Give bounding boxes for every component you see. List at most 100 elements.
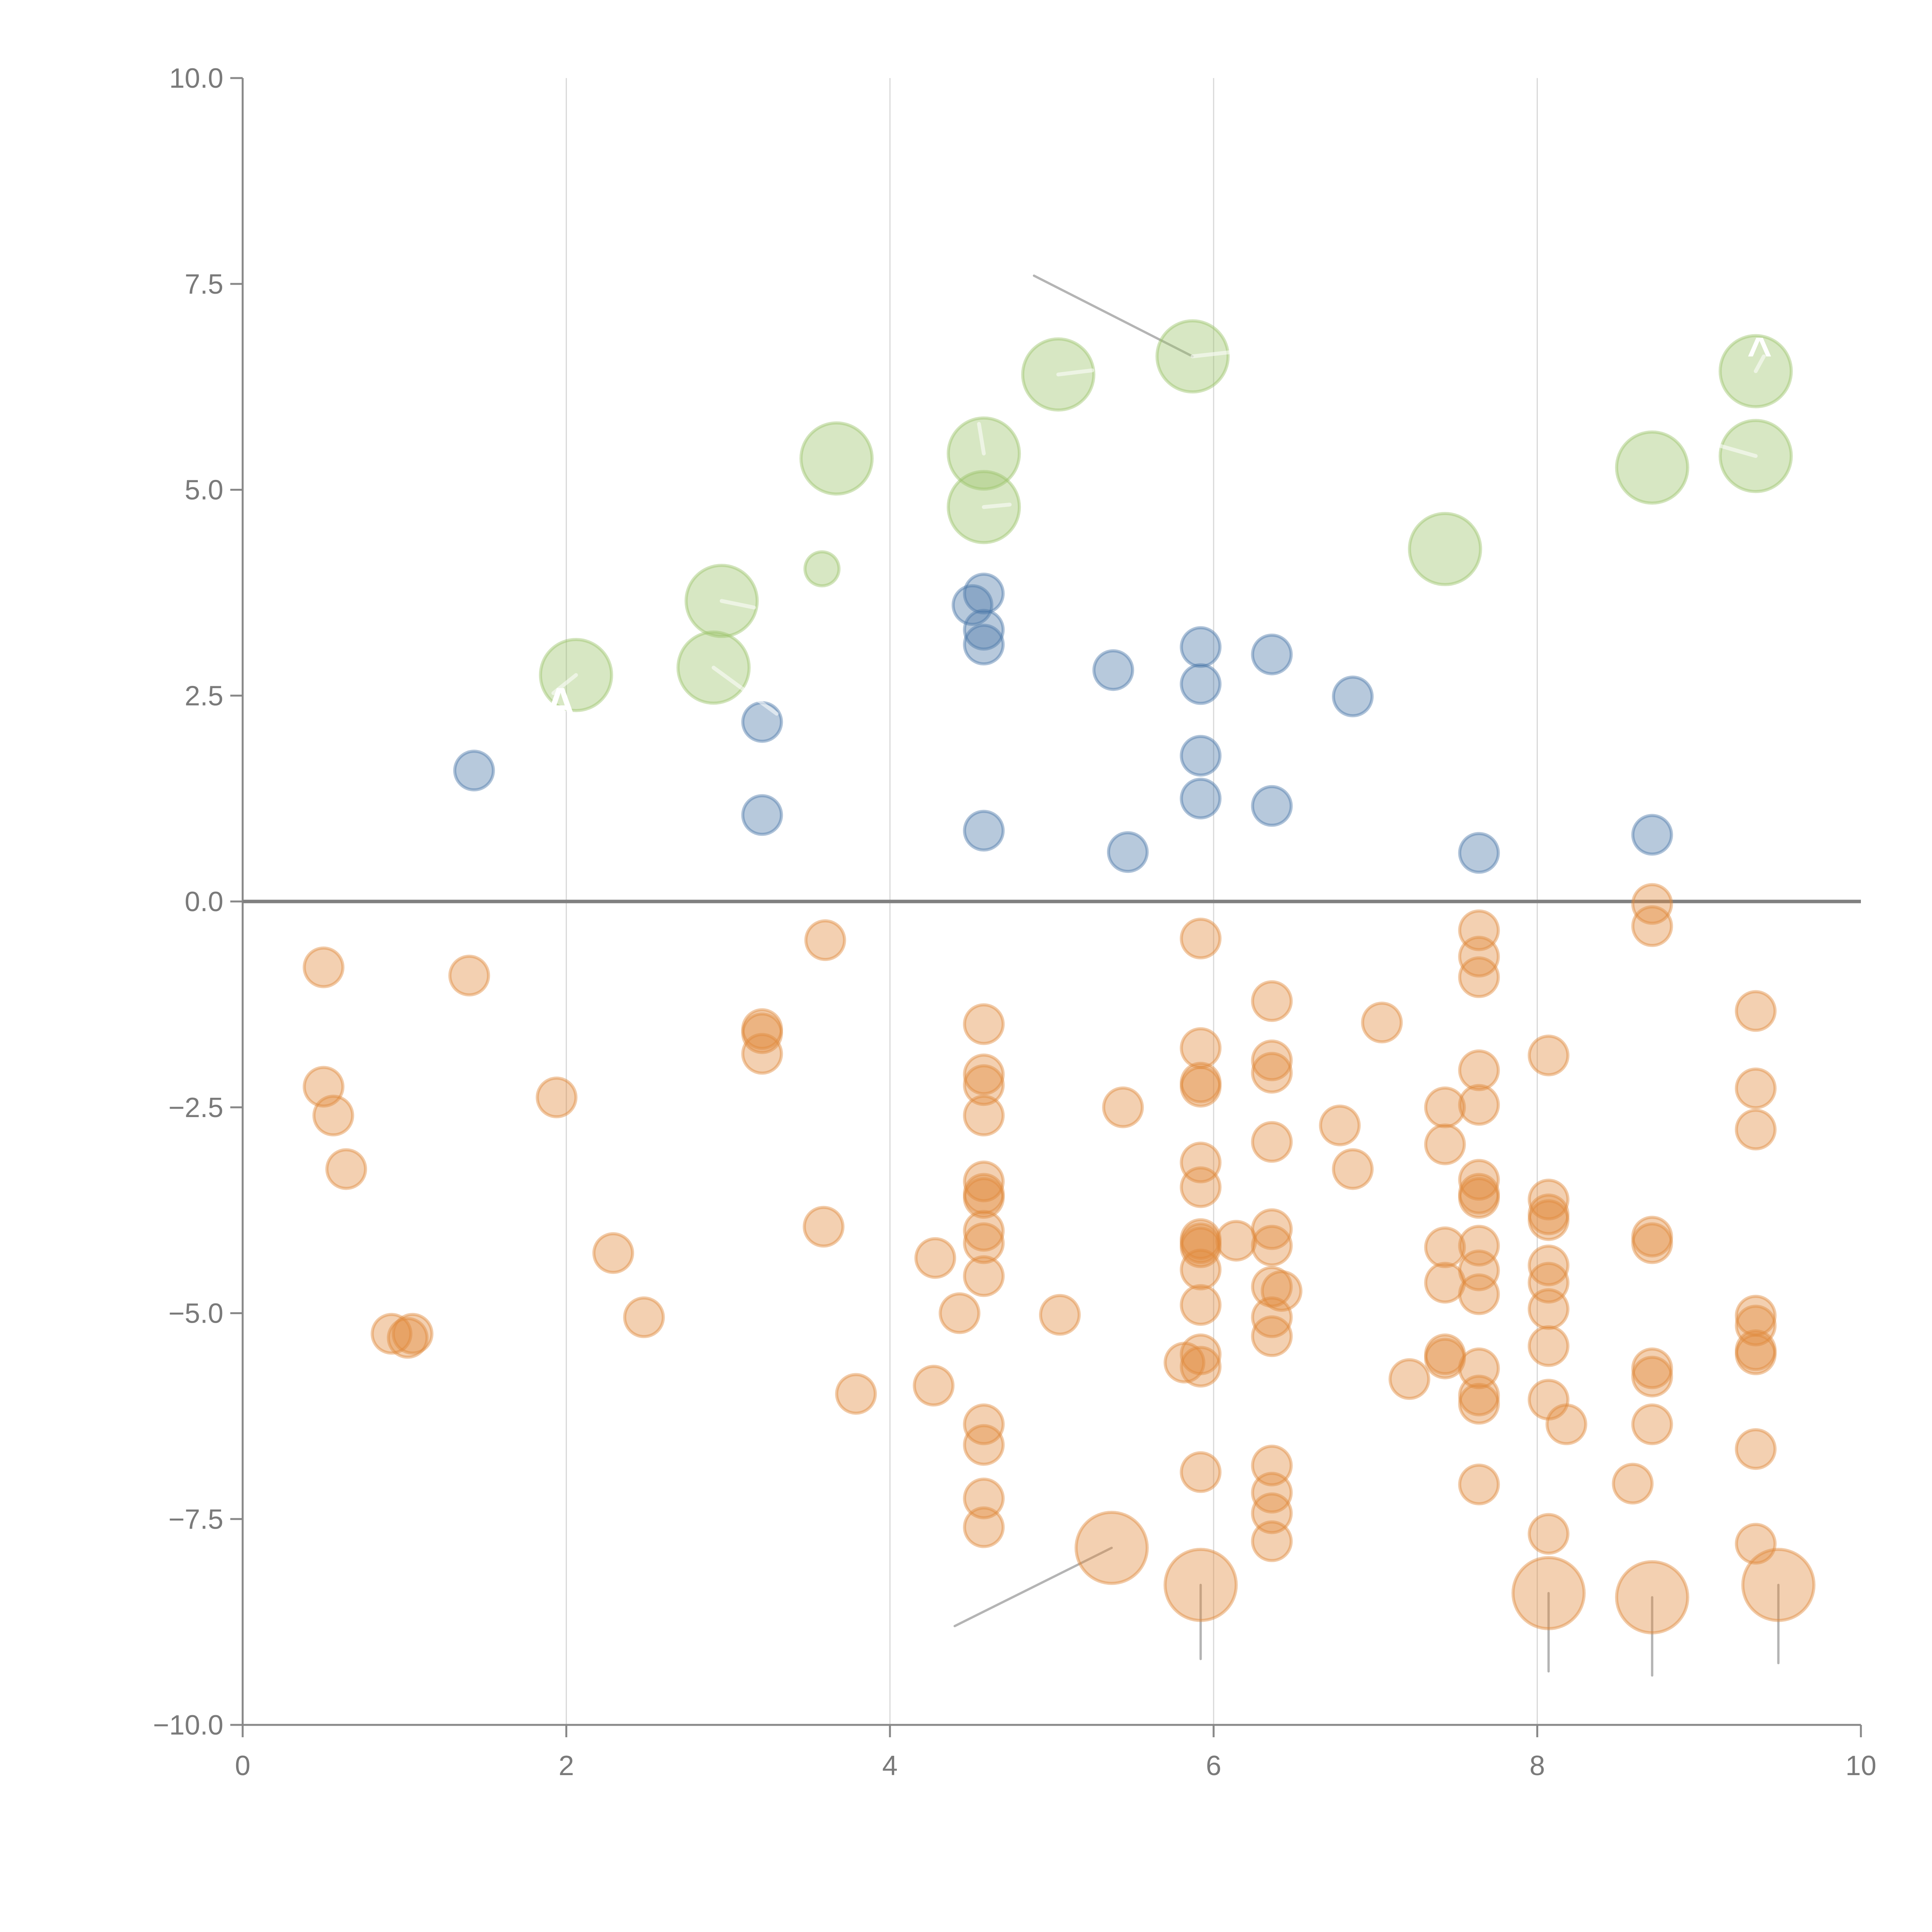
annotation-labels: A^ [545,329,1772,727]
data-point-orange [1527,1034,1570,1077]
data-point-orange [963,1424,1005,1466]
data-point-orange [1458,1249,1500,1291]
data-point-blue [963,810,1005,852]
white-leader-lines [551,350,1766,716]
x-tick-label: 2 [559,1750,574,1781]
data-point-orange [1251,1296,1293,1338]
series-green [539,319,1793,712]
y-tick-label: 10.0 [169,63,223,94]
data-point-orange [963,1477,1005,1519]
data-point-orange [835,1373,877,1415]
data-point-orange [1388,1358,1430,1400]
data-point-orange [1458,935,1500,978]
data-point-orange [1735,990,1777,1032]
data-point-blue [963,609,1005,651]
data-point-orange [1458,1273,1500,1315]
white-leader-line [1190,350,1232,359]
data-point-orange [623,1296,665,1338]
data-point-orange [1458,1225,1500,1267]
data-point-blue [951,584,993,626]
data-point-orange [1735,1523,1777,1565]
data-point-orange [1251,980,1293,1022]
data-point-orange [1424,1333,1466,1376]
data-point-orange [1527,1513,1570,1555]
data-point-orange [963,1160,1005,1202]
data-point-orange [1039,1294,1081,1336]
data-point-blue [1631,814,1673,856]
data-point-orange [1458,1159,1500,1201]
data-point-orange [1251,1520,1293,1562]
data-point-orange-large [1741,1548,1816,1622]
data-point-orange [963,1003,1005,1045]
data-point-blue [1251,785,1293,827]
data-point-blue [1180,663,1222,705]
data-point-blue [1458,832,1500,874]
annotation-label: A [545,679,576,727]
data-point-orange-large [1163,1548,1238,1622]
data-point-orange [741,1012,783,1054]
data-point-orange [303,946,345,988]
data-point-orange [1735,1294,1777,1337]
x-tick-label: 0 [235,1750,250,1781]
data-point-orange [303,1066,345,1108]
data-point-orange [1735,1428,1777,1470]
data-point-green [803,550,841,588]
data-point-orange [1631,1216,1673,1258]
data-point-orange [1180,1061,1222,1104]
data-point-orange [963,1506,1005,1548]
data-point-orange [1180,1027,1222,1069]
data-point-orange [1424,1086,1466,1128]
data-point-orange [804,919,846,961]
data-point-orange [1527,1325,1570,1367]
data-point-orange [1735,1109,1777,1151]
data-point-orange [963,1177,1005,1219]
data-point-blue [1107,831,1149,873]
data-point-orange [1458,909,1500,951]
data-point-orange [1180,917,1222,959]
data-points [303,319,1816,1634]
data-point-orange [1631,905,1673,947]
data-point-blue [1180,626,1222,668]
data-point-green [799,421,874,496]
data-point-orange [1527,1379,1570,1421]
data-point-orange [536,1077,578,1119]
data-point-blue [963,624,1005,666]
data-point-green [1615,430,1689,505]
data-point-orange [1527,1244,1570,1286]
data-point-orange-large [1615,1560,1689,1634]
data-point-orange [1527,1193,1570,1235]
data-point-orange [1251,1444,1293,1486]
data-point-blue [453,750,495,792]
data-point-orange [1527,1179,1570,1221]
data-point-orange [1260,1270,1303,1312]
series-orange [303,883,1816,1634]
data-point-orange-large [1511,1556,1586,1631]
data-point-orange [1631,1355,1673,1398]
data-point-orange [1527,1199,1570,1241]
data-point-orange [387,1317,429,1359]
data-point-orange [939,1292,981,1334]
y-tick-label: 5.0 [185,475,223,506]
data-point-orange [391,1313,434,1355]
data-point-orange [803,1206,845,1248]
data-point-orange [1631,1347,1673,1389]
data-point-orange [1458,1463,1500,1505]
data-point-orange [1180,1222,1222,1264]
data-point-orange [741,1033,783,1075]
data-point-orange [1332,1148,1374,1190]
data-point-orange [1631,1403,1673,1446]
x-tick-label: 10 [1845,1750,1876,1781]
data-point-blue [963,573,1005,615]
data-point-orange [1180,1066,1222,1108]
data-point-orange [371,1313,413,1355]
series-blue [453,573,1673,874]
data-point-orange-large [1074,1510,1149,1585]
data-point-orange [1458,1374,1500,1417]
data-point-orange [1458,956,1500,998]
data-point-orange [1458,1177,1500,1219]
data-point-orange [1458,1173,1500,1215]
y-ticks: 10.0 7.5 5.0 2.5 0.0 −2.5 −5.0 −7.5 −10.0 [153,63,243,1741]
y-tick-label: −7.5 [168,1504,223,1535]
data-point-orange [1319,1104,1361,1146]
data-point-orange [1180,1451,1222,1493]
